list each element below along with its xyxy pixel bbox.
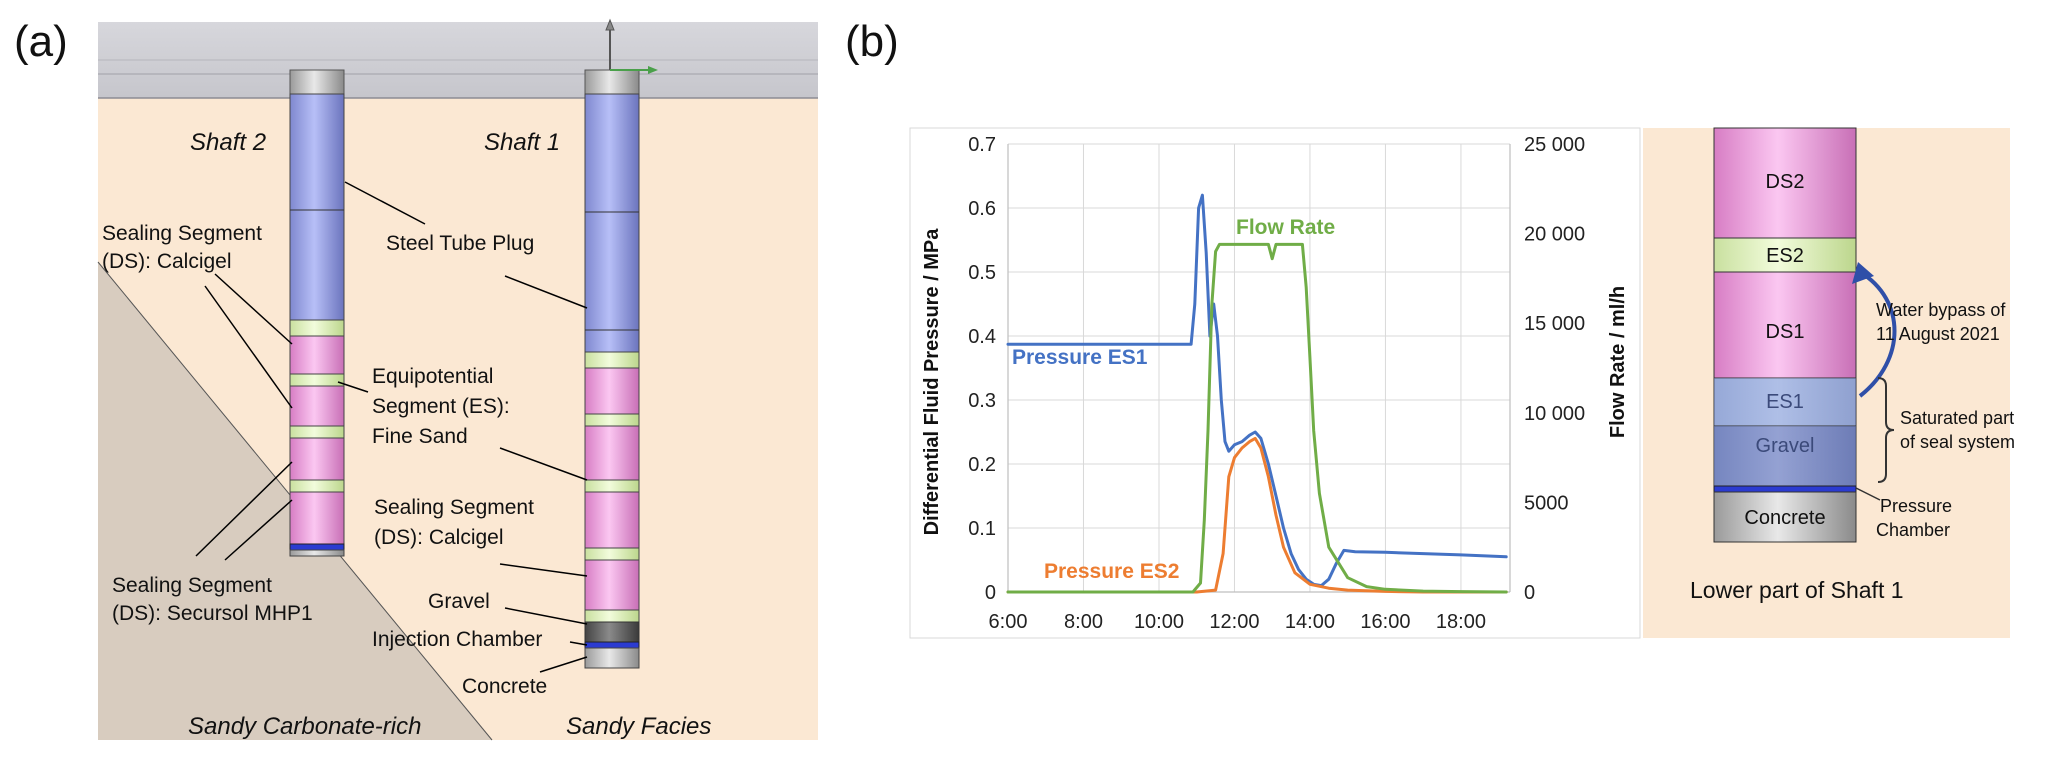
facies-left-label: Sandy Carbonate-rich <box>188 713 421 740</box>
saturated-line1: Saturated part <box>1900 408 2014 428</box>
x-tick-label: 10:00 <box>1134 611 1184 633</box>
pressure-chamber-line2: Chamber <box>1876 520 1950 540</box>
schematic-es2: ES2 <box>1766 245 1804 267</box>
facies-right-label: Sandy Facies <box>566 713 711 740</box>
schematic-ds1: DS1 <box>1766 321 1805 343</box>
series-label-flow: Flow Rate <box>1236 216 1335 239</box>
panel-b-tag: (b) <box>845 17 899 66</box>
x-tick-label: 6:00 <box>989 611 1028 633</box>
bypass-line2: 11 August 2021 <box>1876 324 2000 344</box>
y2-tick-label: 10 000 <box>1524 403 1585 425</box>
y2-tick-label: 5000 <box>1524 492 1569 514</box>
y2-axis-label: Flow Rate / ml/h <box>1607 286 1629 438</box>
shaft-1-column <box>584 69 640 669</box>
ds-secursol-line2: (DS): Secursol MHP1 <box>112 602 313 625</box>
panel-a-tag: (a) <box>14 17 68 66</box>
y-tick-label: 0.5 <box>968 262 996 284</box>
y2-tick-label: 0 <box>1524 582 1535 604</box>
ds-calcigel-mid-line1: Sealing Segment <box>374 496 534 519</box>
series-pressure-es2 <box>1006 436 1508 594</box>
shaft-2-label: Shaft 2 <box>190 129 266 156</box>
x-tick-label: 12:00 <box>1209 611 1259 633</box>
es-label-line3: Fine Sand <box>372 425 468 448</box>
gravel-label: Gravel <box>428 590 490 613</box>
y-tick-label: 0 <box>985 582 996 604</box>
saturated-brace <box>1877 377 1895 483</box>
y2-tick-label: 25 000 <box>1524 134 1585 156</box>
bypass-arrow-head <box>1852 262 1874 284</box>
series-label-es1: Pressure ES1 <box>1012 346 1148 369</box>
lower-shaft-schematic: DS2 ES2 DS1 ES1 Gravel Concrete Water by… <box>1643 127 2015 638</box>
bypass-arrow <box>1858 270 1897 398</box>
series-label-es2: Pressure ES2 <box>1044 560 1179 583</box>
axis-triad <box>605 18 658 74</box>
concrete-label: Concrete <box>462 675 547 698</box>
chart-grid <box>1007 143 1511 593</box>
y2-tick-label: 20 000 <box>1524 224 1585 246</box>
y-tick-label: 0.3 <box>968 390 996 412</box>
x-tick-label: 14:00 <box>1285 611 1335 633</box>
ds-calcigel-mid-line2: (DS): Calcigel <box>374 526 504 549</box>
y-tick-label: 0.7 <box>968 134 996 156</box>
bypass-line1: Water bypass of <box>1876 300 2006 320</box>
chart-background <box>909 127 1641 639</box>
schematic-caption: Lower part of Shaft 1 <box>1690 577 1904 603</box>
series-flow-rate <box>1006 242 1508 594</box>
x-tick-label: 16:00 <box>1360 611 1410 633</box>
x-tick-label: 8:00 <box>1064 611 1103 633</box>
y-tick-label: 0.2 <box>968 454 996 476</box>
ds-calcigel-top-line2: (DS): Calcigel <box>102 250 232 273</box>
schematic-concrete: Concrete <box>1744 507 1825 529</box>
injection-chamber-label: Injection Chamber <box>372 628 542 651</box>
series-pressure-es1 <box>1006 193 1508 588</box>
y-tick-label: 0.6 <box>968 198 996 220</box>
y-tick-label: 0.4 <box>968 326 996 348</box>
schematic-ds2: DS2 <box>1766 171 1805 193</box>
saturated-line2: of seal system <box>1900 432 2015 452</box>
pressure-chamber-line1: Pressure <box>1880 496 1952 516</box>
chart-ticks: 0 0.1 0.2 0.3 0.4 0.5 0.6 0.7 0 5000 10 000 15 000 2… <box>968 134 1585 633</box>
shaft-1-label: Shaft 1 <box>484 129 560 156</box>
y-axis-label: Differential Fluid Pressure / MPa <box>921 228 943 536</box>
ds-secursol-line1: Sealing Segment <box>112 574 272 597</box>
y-tick-label: 0.1 <box>968 518 996 540</box>
ds-calcigel-top-line1: Sealing Segment <box>102 222 262 245</box>
panel-a-diagram: Shaft 2 Shaft 1 Sealing Segment (DS): Ca… <box>97 18 818 741</box>
es-label-line2: Segment (ES): <box>372 395 510 418</box>
leader-lines <box>195 181 588 673</box>
shaft-2-column <box>289 69 345 557</box>
pressure-flow-chart: 0 0.1 0.2 0.3 0.4 0.5 0.6 0.7 0 5000 10 000 15 000 2… <box>909 127 1641 639</box>
y2-tick-label: 15 000 <box>1524 313 1585 335</box>
chart-series <box>1006 193 1508 594</box>
es-label-line1: Equipotential <box>372 365 493 388</box>
schematic-gravel: Gravel <box>1756 435 1815 457</box>
steel-tube-plug-label: Steel Tube Plug <box>386 232 534 255</box>
schematic-es1: ES1 <box>1766 391 1804 413</box>
x-tick-label: 18:00 <box>1436 611 1486 633</box>
